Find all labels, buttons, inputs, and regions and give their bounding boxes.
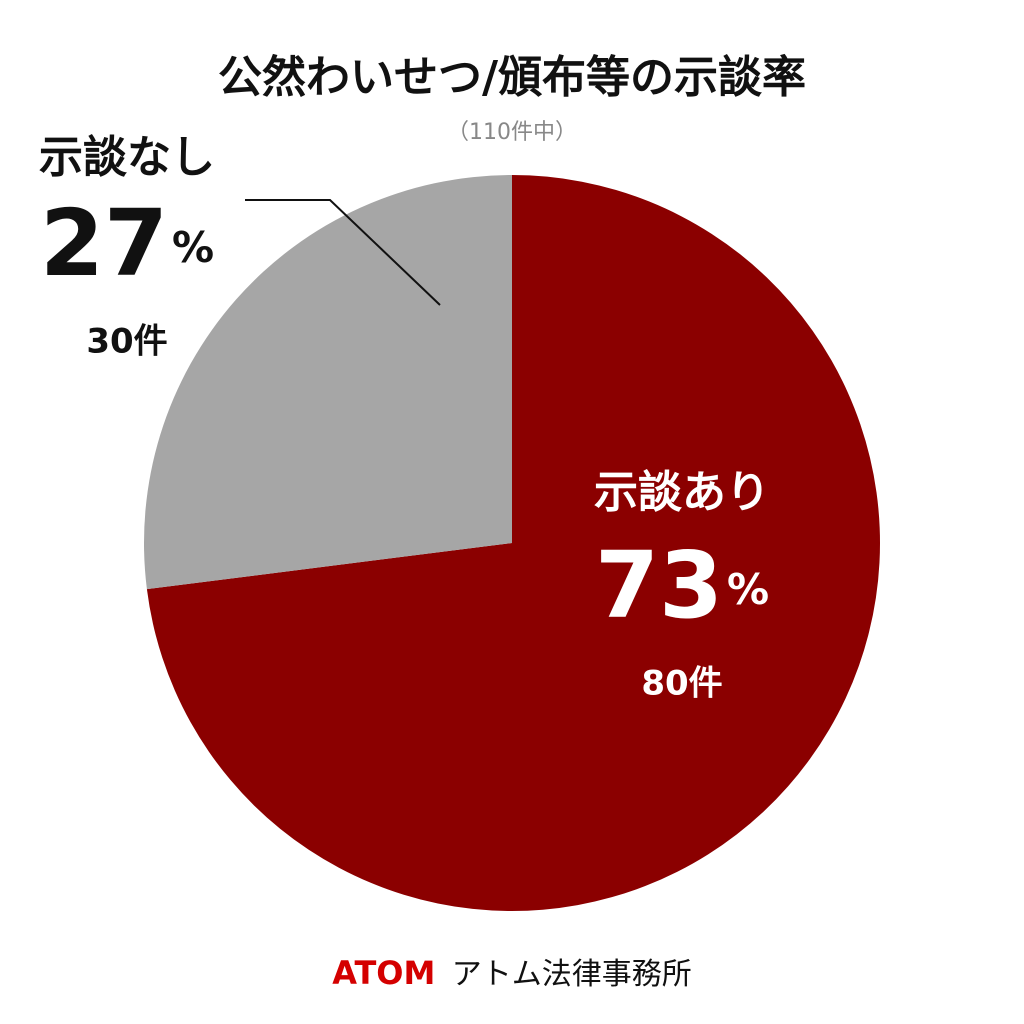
value-number: 73 [595, 532, 723, 639]
value-unit: % [172, 223, 214, 272]
slice-count: 80件 [641, 664, 722, 704]
slice-value: 73% [595, 532, 769, 639]
footer-brand: ATOM [332, 954, 435, 992]
labels: 示談あり 73% 80件 示談なし 27% 30件 [39, 132, 770, 704]
footer: ATOM アトム法律事務所 [332, 954, 692, 992]
pie-slice [143, 175, 512, 590]
value-number: 27 [40, 190, 168, 297]
slice-value: 27% [40, 190, 214, 297]
pie-slice [146, 175, 880, 911]
slice-count: 30件 [86, 322, 167, 362]
slice-category: 示談なし [39, 132, 215, 183]
pie [143, 175, 880, 911]
value-unit: % [727, 565, 769, 614]
slice-category: 示談あり [594, 467, 770, 518]
footer-name: アトム法律事務所 [452, 957, 692, 992]
chart-subtitle: （110件中） [447, 120, 577, 145]
leader-line [245, 199, 441, 306]
chart-title: 公然わいせつ/頒布等の示談率 [218, 52, 806, 103]
